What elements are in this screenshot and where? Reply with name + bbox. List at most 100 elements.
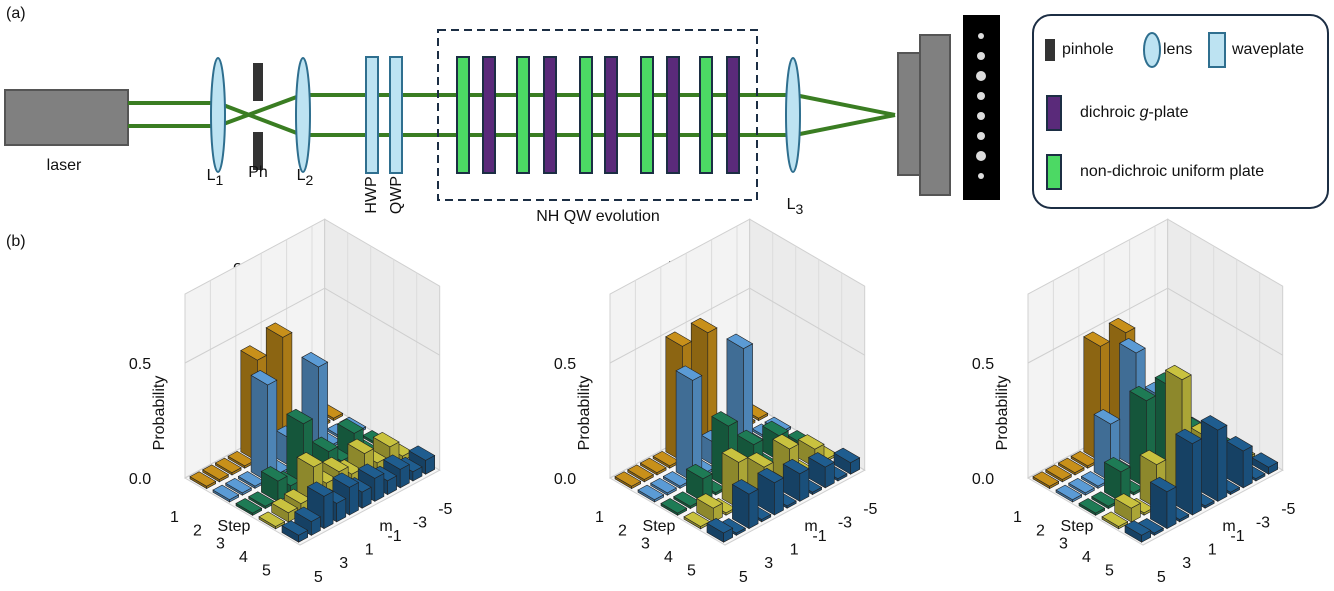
bar xyxy=(1124,520,1152,543)
step-tick-label: 2 xyxy=(618,522,627,539)
bar-top xyxy=(1124,520,1152,536)
plates xyxy=(456,56,740,174)
bar xyxy=(675,365,703,483)
beam xyxy=(128,93,896,137)
z-axis-label: Probability xyxy=(151,376,168,451)
bar-top xyxy=(214,457,242,474)
bar xyxy=(1103,456,1131,503)
pinhole xyxy=(253,63,263,101)
bar-top xyxy=(731,479,759,495)
chart: experimental η̄ = 0.570.00.5Probability1… xyxy=(129,218,453,586)
step-tick-label: 1 xyxy=(595,509,604,526)
m-tick-label: -1 xyxy=(1230,528,1244,545)
bar-top xyxy=(772,434,800,450)
m-tick-label: 3 xyxy=(1182,555,1191,572)
bar-top xyxy=(212,484,240,501)
bar xyxy=(731,479,759,530)
bar-top xyxy=(202,464,230,480)
bar-face xyxy=(748,488,759,530)
bar xyxy=(1045,464,1073,483)
bar-top xyxy=(639,457,667,474)
bar-top xyxy=(408,445,436,461)
panel-label: (b) xyxy=(6,233,26,250)
lens-label: L2 xyxy=(297,167,314,187)
step-tick-label: 2 xyxy=(1036,522,1045,539)
bar xyxy=(260,466,288,503)
bar-top xyxy=(265,322,293,338)
z-tick-label: 0.0 xyxy=(554,471,576,488)
hwp-label: HWP xyxy=(363,176,380,213)
bar-top xyxy=(675,365,703,381)
bar xyxy=(1055,484,1083,503)
bar xyxy=(660,498,688,516)
bar-top xyxy=(761,420,789,437)
bar xyxy=(250,370,278,483)
bar-top xyxy=(721,447,749,463)
bar-top xyxy=(296,452,324,468)
m-tick-label: 1 xyxy=(790,542,799,559)
m-tick-label: -5 xyxy=(863,501,877,518)
step-tick-label: 4 xyxy=(1082,549,1091,566)
bar xyxy=(1068,477,1096,496)
m-axis-label: m xyxy=(1222,518,1235,535)
qwp-label: QWP xyxy=(388,176,405,214)
z-tick-label: 0.5 xyxy=(554,356,576,373)
bar-top xyxy=(1078,498,1106,514)
bar-top xyxy=(1057,457,1085,474)
bar-top xyxy=(1083,331,1111,347)
bar-top xyxy=(332,472,360,488)
bar xyxy=(214,457,242,476)
camera-image xyxy=(963,15,1000,200)
bar xyxy=(1149,476,1177,530)
bar-top xyxy=(1068,477,1096,494)
step-tick-label: 3 xyxy=(216,536,225,553)
setup-diagram: (a) laser L1 Ph L2 HWP QWP NH QW evoluti… xyxy=(4,5,1329,250)
m-tick-label: -3 xyxy=(1256,514,1270,531)
bar-top xyxy=(1175,428,1203,445)
bar xyxy=(1175,428,1203,516)
bar-face xyxy=(1200,419,1219,502)
bar-top xyxy=(1114,493,1142,509)
bar xyxy=(627,464,655,483)
bar-top xyxy=(807,452,835,468)
legend-lens xyxy=(1143,32,1161,68)
bar xyxy=(1200,415,1228,502)
bar-top xyxy=(357,463,385,479)
bar-top xyxy=(782,458,810,475)
lens-label: L3 xyxy=(787,196,804,216)
bar-face xyxy=(1175,433,1193,516)
text: dichroic xyxy=(1080,104,1140,121)
step-tick-label: 1 xyxy=(1013,509,1022,526)
z-axis-label: Probability xyxy=(994,376,1011,451)
bar xyxy=(782,458,810,502)
text: -plate xyxy=(1148,104,1188,121)
bar-top xyxy=(225,477,253,494)
bar xyxy=(212,484,240,503)
bar xyxy=(235,498,263,516)
bar-top xyxy=(711,411,739,427)
m-tick-label: -3 xyxy=(413,514,427,531)
bar-top xyxy=(301,352,329,368)
label-sub: 3 xyxy=(796,201,804,217)
m-tick-label: 3 xyxy=(339,555,348,572)
bar xyxy=(1225,436,1253,489)
bar xyxy=(650,477,678,496)
m-tick-label: -1 xyxy=(387,528,401,545)
legend-uniform-plate xyxy=(1046,154,1062,190)
bar-top xyxy=(706,518,734,534)
grid-line xyxy=(184,287,440,364)
step-tick-label: 5 xyxy=(1105,563,1114,580)
m-tick-label: 1 xyxy=(1208,542,1217,559)
step-tick-label: 3 xyxy=(641,536,650,553)
box-label: NH QW evolution xyxy=(536,208,660,225)
bar-top xyxy=(696,493,724,509)
bar-top xyxy=(726,333,754,349)
pinhole-label: Ph xyxy=(248,164,268,181)
bar-top xyxy=(1101,511,1129,527)
m-tick-label: -5 xyxy=(1281,501,1295,518)
bar xyxy=(807,452,835,489)
camera xyxy=(919,34,951,196)
bar-top xyxy=(1032,471,1060,487)
step-tick-label: 5 xyxy=(262,563,271,580)
z-tick-label: 0.5 xyxy=(972,356,994,373)
